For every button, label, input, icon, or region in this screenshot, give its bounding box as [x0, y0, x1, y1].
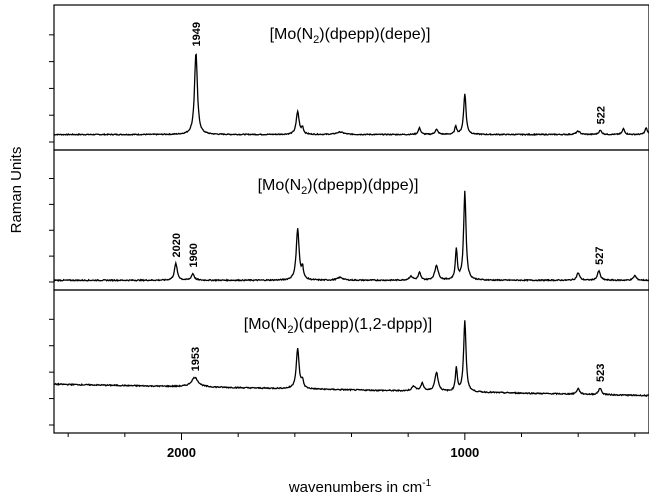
peak-label: 1953: [190, 347, 202, 371]
peak-label: 522: [595, 106, 607, 124]
spectrum-line: [53, 190, 649, 283]
peak-labels: 1949 522 2020 1960 527 1953 523: [171, 22, 607, 382]
panel-title-subscript: 2: [287, 324, 293, 336]
panel-frames: [53, 4, 649, 434]
spectra-layer: [53, 53, 649, 398]
peak-label: 1949: [191, 22, 203, 46]
panel-title-part: [Mo(N: [244, 316, 288, 333]
panel-title-part: [Mo(N: [258, 177, 302, 194]
tick-layer: [49, 34, 636, 440]
panel-title-part: )(dpepp)(dppe)]: [307, 177, 418, 194]
spectrum-line: [53, 320, 649, 398]
panel-title: [Mo(N2)(dpepp)(1,2-dppp)]: [244, 316, 432, 336]
panel-title-subscript: 2: [301, 185, 307, 197]
x-tick-labels: 2000 1000: [167, 445, 479, 460]
peak-label: 527: [594, 247, 606, 265]
panel-title-part: )(dpepp)(depe)]: [319, 26, 430, 43]
x-axis-label: wavenumbers in cm-1: [288, 478, 432, 496]
peak-label: 1960: [188, 243, 200, 267]
peak-label: 2020: [171, 233, 183, 257]
panel-titles: [Mo(N2)(dpepp)(depe)][Mo(N2)(dpepp)(dppe…: [244, 26, 432, 336]
panel-frame: [53, 149, 649, 291]
spectrum-line: [54, 53, 649, 137]
x-tick-label: 1000: [450, 445, 479, 460]
x-tick-label: 2000: [167, 445, 196, 460]
panel-frame: [53, 289, 649, 434]
peak-label: 523: [595, 364, 607, 382]
panel-title: [Mo(N2)(dpepp)(dppe)]: [258, 177, 419, 197]
panel-title-part: )(dpepp)(1,2-dppp)]: [293, 316, 432, 333]
panel-title-part: [Mo(N: [270, 26, 314, 43]
panel-title-subscript: 2: [313, 34, 319, 46]
y-axis-label: Raman Units: [8, 147, 25, 234]
panel-title: [Mo(N2)(dpepp)(depe)]: [270, 26, 431, 46]
